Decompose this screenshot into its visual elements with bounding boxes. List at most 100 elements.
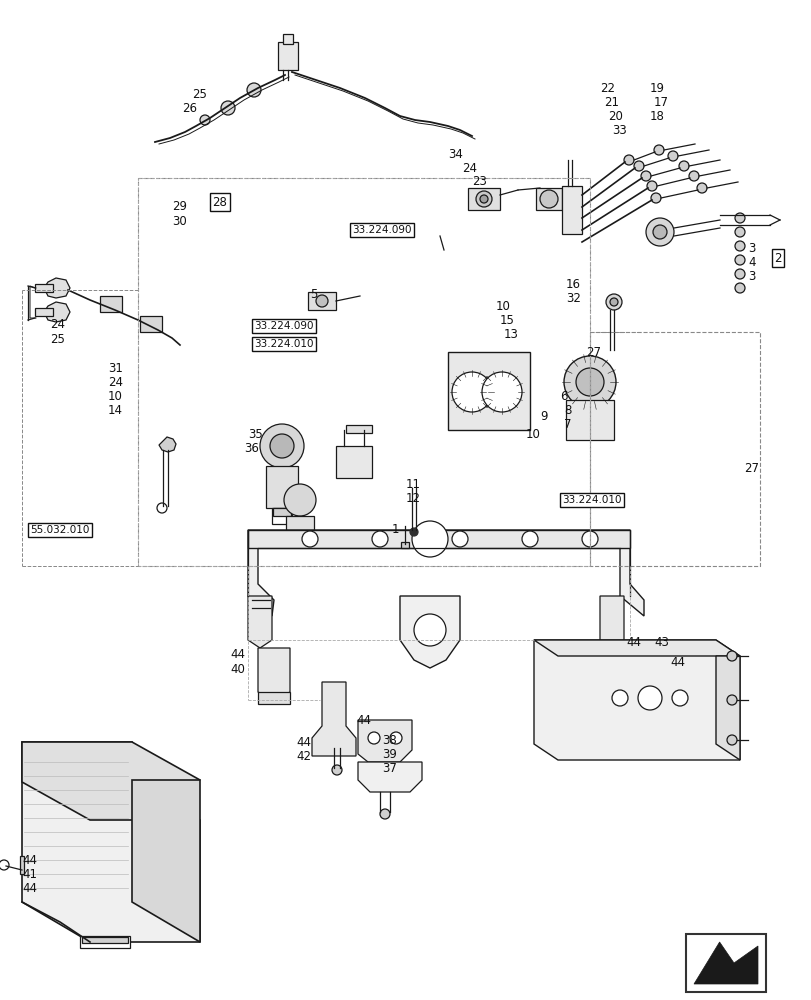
Circle shape (581, 531, 597, 547)
Text: 44: 44 (22, 882, 37, 895)
Bar (535, 188, 561, 210)
Text: 7: 7 (564, 418, 571, 431)
Bar (80, 936, 130, 948)
Text: 27: 27 (743, 462, 758, 475)
Circle shape (646, 218, 673, 246)
Polygon shape (247, 596, 272, 648)
Bar (138, 178, 590, 566)
Circle shape (332, 765, 341, 775)
Text: 32: 32 (565, 292, 580, 305)
Circle shape (475, 191, 491, 207)
Text: 43: 43 (653, 636, 668, 649)
Polygon shape (400, 596, 460, 668)
Circle shape (221, 101, 234, 115)
Text: 22: 22 (599, 82, 614, 95)
Text: 55.032.010: 55.032.010 (30, 525, 89, 535)
Text: 10: 10 (496, 300, 510, 313)
Bar (590, 332, 759, 566)
Text: 5: 5 (310, 288, 317, 301)
Circle shape (380, 809, 389, 819)
Bar (685, 934, 765, 992)
Text: 31: 31 (108, 362, 122, 375)
Bar (35, 284, 53, 292)
Bar (272, 508, 290, 516)
Text: 15: 15 (500, 314, 514, 327)
Text: 40: 40 (230, 663, 245, 676)
Circle shape (652, 225, 666, 239)
Bar (561, 186, 581, 234)
Text: 33.224.090: 33.224.090 (254, 321, 313, 331)
Polygon shape (715, 656, 739, 760)
Circle shape (611, 690, 627, 706)
Circle shape (734, 269, 744, 279)
Circle shape (410, 528, 418, 536)
Circle shape (157, 503, 167, 513)
Text: 33.224.010: 33.224.010 (254, 339, 313, 349)
Bar (448, 352, 530, 430)
Circle shape (650, 193, 660, 203)
Circle shape (414, 614, 445, 646)
Polygon shape (693, 942, 757, 984)
Circle shape (726, 735, 736, 745)
Text: 18: 18 (649, 110, 664, 123)
Circle shape (689, 171, 698, 181)
Circle shape (389, 732, 401, 744)
Text: 11: 11 (406, 478, 420, 491)
Circle shape (411, 521, 448, 557)
Bar (100, 296, 122, 312)
Bar (35, 308, 53, 316)
Circle shape (452, 531, 467, 547)
Text: 34: 34 (448, 148, 462, 161)
Circle shape (633, 161, 643, 171)
Text: 25: 25 (191, 88, 207, 101)
Circle shape (200, 115, 210, 125)
Circle shape (575, 368, 603, 396)
Bar (272, 508, 292, 524)
Text: 9: 9 (539, 410, 547, 423)
Circle shape (260, 424, 303, 468)
Polygon shape (22, 742, 200, 942)
Polygon shape (247, 530, 629, 548)
Text: 24: 24 (461, 162, 476, 175)
Text: 2: 2 (774, 251, 781, 264)
Circle shape (734, 227, 744, 237)
Text: 20: 20 (607, 110, 622, 123)
Circle shape (247, 83, 260, 97)
Text: 23: 23 (471, 175, 487, 188)
Text: 1: 1 (392, 523, 399, 536)
Polygon shape (311, 682, 355, 756)
Text: 35: 35 (247, 428, 263, 441)
Circle shape (302, 531, 318, 547)
Bar (565, 400, 613, 440)
Polygon shape (534, 640, 739, 760)
Circle shape (452, 372, 491, 412)
Circle shape (482, 372, 521, 412)
Text: 36: 36 (243, 442, 259, 455)
Text: 44: 44 (22, 854, 37, 867)
Polygon shape (258, 648, 290, 700)
Text: 33.224.010: 33.224.010 (561, 495, 621, 505)
Circle shape (564, 356, 616, 408)
Text: 44: 44 (669, 656, 684, 669)
Polygon shape (132, 780, 200, 942)
Polygon shape (358, 720, 411, 762)
Text: 41: 41 (22, 868, 37, 881)
Text: 6: 6 (560, 390, 567, 403)
Circle shape (371, 531, 388, 547)
Text: 3: 3 (747, 242, 754, 255)
Text: 14: 14 (108, 404, 122, 417)
Text: 28: 28 (212, 196, 227, 209)
Polygon shape (159, 437, 176, 452)
Circle shape (640, 171, 650, 181)
Circle shape (284, 484, 315, 516)
Circle shape (270, 434, 294, 458)
Circle shape (646, 181, 656, 191)
Circle shape (605, 294, 621, 310)
Bar (336, 446, 371, 478)
Text: 13: 13 (504, 328, 518, 341)
Text: 12: 12 (406, 492, 420, 505)
Bar (139, 316, 162, 332)
Text: 37: 37 (381, 762, 397, 775)
Text: 3: 3 (747, 270, 754, 283)
Text: 44: 44 (355, 714, 371, 727)
